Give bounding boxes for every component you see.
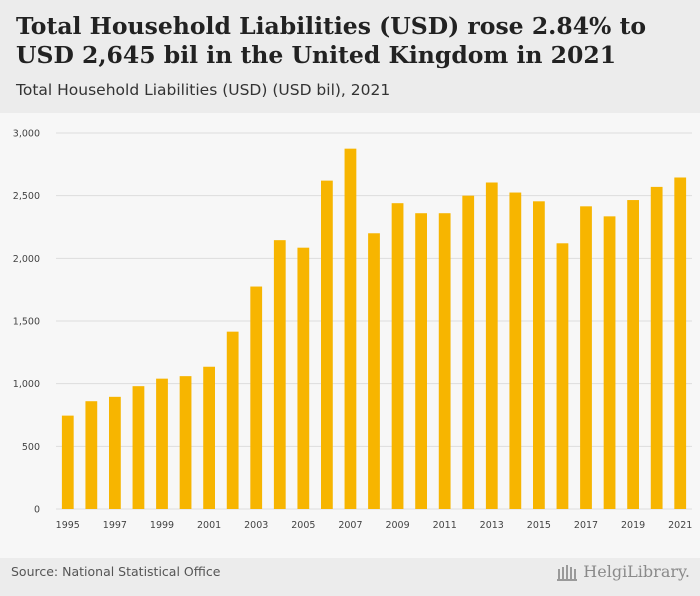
y-tick-label: 1,000 [13,379,40,390]
footer: Source: National Statistical Office Helg… [0,558,700,596]
bar [603,216,616,509]
x-tick-label: 1999 [150,520,174,531]
bar [321,180,333,510]
bar [156,378,168,509]
bar [415,213,427,510]
brand-logo: HelgiLibrary. [557,562,690,581]
header: Total Household Liabilities (USD) rose 2… [0,0,700,113]
bar [674,177,687,509]
x-tick-label: 2021 [668,520,692,531]
bar [109,396,121,509]
library-logo-icon [557,564,578,581]
bar [533,201,545,509]
x-tick-label: 2017 [574,520,598,531]
bar [203,366,215,509]
bar [226,331,239,509]
x-tick-label: 2015 [527,520,551,531]
bar [85,401,98,509]
bar [438,213,451,510]
bar [556,243,569,509]
bar [650,186,663,509]
y-tick-label: 500 [22,442,40,453]
bar [273,240,286,509]
bar [132,386,145,509]
bar [391,203,404,509]
brand-name: HelgiLibrary. [583,562,690,581]
x-tick-label: 1997 [103,520,127,531]
bar [462,195,475,509]
x-tick-label: 2009 [385,520,409,531]
x-tick-label: 2013 [480,520,504,531]
plot-area: 0 500 1,000 1,500 2,000 2,500 3,000 1995 1997 199… [0,113,700,558]
y-tick-label: 2,000 [13,254,40,265]
bar [368,233,380,509]
x-tick-label: 1995 [56,520,80,531]
bar [250,286,263,509]
bar [297,247,310,509]
bar [344,148,357,509]
bar [627,200,639,509]
x-tick-label: 2005 [291,520,315,531]
bar [179,376,192,509]
x-tick-label: 2011 [433,520,457,531]
source-note: Source: National Statistical Office [11,564,221,579]
x-tick-label: 2019 [621,520,645,531]
bar [580,206,592,509]
y-tick-label: 0 [34,505,40,516]
bar [61,415,74,509]
bar-chart: 0 500 1,000 1,500 2,000 2,500 3,000 1995 1997 199… [13,129,693,532]
x-tick-label: 2001 [197,520,221,531]
x-tick-label: 2007 [338,520,362,531]
y-tick-label: 1,500 [13,317,40,328]
x-tick-label: 2003 [244,520,268,531]
y-tick-label: 3,000 [13,129,40,140]
page-title: Total Household Liabilities (USD) rose 2… [16,12,647,69]
bar [485,182,498,510]
y-tick-label: 2,500 [13,191,40,202]
chart-subtitle: Total Household Liabilities (USD) (USD b… [16,81,391,99]
bar [509,192,522,509]
